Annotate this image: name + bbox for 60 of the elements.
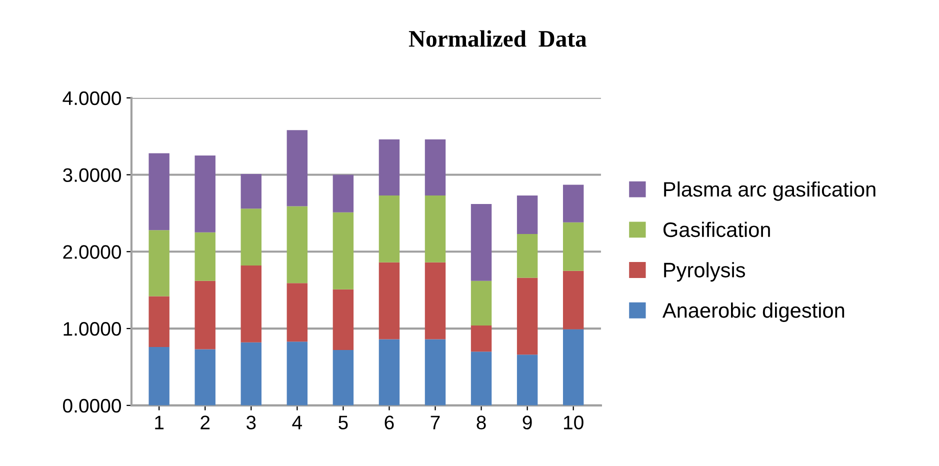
bar — [516, 196, 538, 234]
y-tick-label: 1.0000 — [64, 322, 121, 336]
bar — [240, 342, 262, 406]
bar — [332, 174, 354, 212]
bar — [194, 280, 216, 350]
bar — [378, 196, 400, 262]
bar — [562, 329, 584, 406]
bar — [470, 280, 492, 326]
x-tick-label: 8 — [476, 416, 486, 430]
bar — [562, 270, 584, 330]
x-tick-label: 5 — [338, 416, 348, 430]
bar — [148, 346, 170, 406]
bar — [516, 354, 538, 406]
x-tick-label: 2 — [200, 416, 210, 430]
x-tick-label: 10 — [564, 416, 584, 430]
bar — [286, 206, 308, 284]
bar — [516, 234, 538, 278]
x-tick-label: 7 — [430, 416, 440, 430]
x-tick-label: 6 — [384, 416, 394, 430]
bar — [148, 296, 170, 347]
bar — [470, 325, 492, 352]
bar — [194, 232, 216, 281]
x-tick-label: 9 — [522, 416, 532, 430]
bar — [424, 139, 446, 196]
bar — [148, 153, 170, 230]
bar — [470, 352, 492, 406]
bar — [240, 208, 262, 266]
chart-title: Normalized Data — [408, 30, 586, 47]
bar — [562, 222, 584, 271]
x-tick-label: 3 — [246, 416, 256, 430]
legend-label: Pyrolysis — [664, 262, 746, 282]
bar — [562, 184, 584, 222]
bar — [378, 339, 400, 406]
legend-label: Anaerobic digestion — [662, 302, 844, 322]
bar — [286, 130, 308, 206]
x-tick-label: 4 — [292, 416, 302, 430]
bar — [424, 339, 446, 406]
y-tick-label: 0.0000 — [63, 398, 121, 413]
legend-label: Gasification — [663, 222, 770, 238]
bar — [332, 212, 354, 290]
bar — [286, 283, 308, 342]
bar — [286, 342, 308, 406]
y-tick-label: 4.0000 — [62, 91, 121, 106]
bar — [194, 156, 216, 232]
y-tick-label: 2.0000 — [63, 245, 121, 259]
bar — [378, 262, 400, 340]
bar — [332, 350, 354, 406]
legend-label: Plasma arc gasification — [664, 181, 876, 201]
bar — [194, 349, 216, 406]
bar — [240, 265, 262, 342]
bar — [470, 204, 492, 281]
bar — [378, 139, 400, 196]
bar — [424, 262, 446, 340]
bar — [516, 278, 538, 355]
bar — [240, 174, 262, 209]
y-tick-label: 3.0000 — [63, 168, 121, 182]
x-tick-label: 1 — [155, 416, 164, 430]
bar — [332, 289, 354, 350]
bar — [148, 230, 170, 296]
bar — [424, 196, 446, 262]
